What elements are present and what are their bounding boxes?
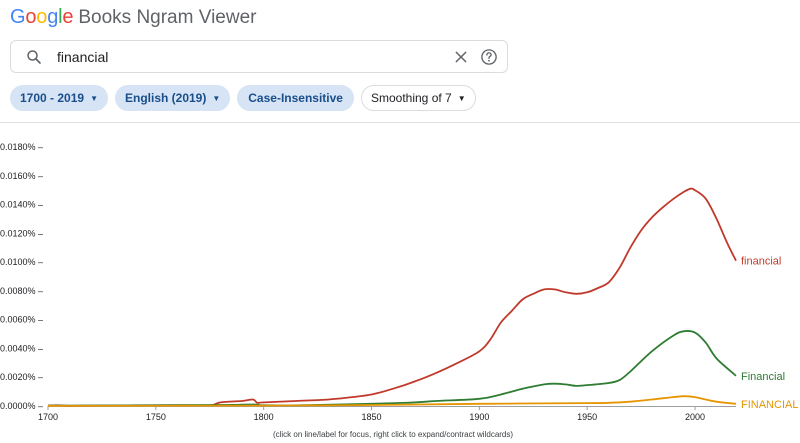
series-labels: financial Financial FINANCIAL xyxy=(741,256,798,411)
logo-letter: o xyxy=(36,6,48,28)
y-tick-label: 0.0140% – xyxy=(0,200,43,210)
series-line-2[interactable] xyxy=(47,395,737,407)
x-tick-label: 1750 xyxy=(146,412,166,422)
caret-down-icon: ▼ xyxy=(212,93,221,103)
ngram-chart: 0.0000% – 0.0020% – 0.0040% – 0.0060% – 0.00… xyxy=(0,142,798,439)
search-icon[interactable] xyxy=(25,48,43,66)
y-tick-label: 0.0040% – xyxy=(0,343,43,353)
logo-letter: o xyxy=(25,6,37,28)
y-tick-label: 0.0120% – xyxy=(0,228,43,238)
help-icon[interactable] xyxy=(480,48,498,66)
caret-down-icon: ▼ xyxy=(457,93,466,103)
divider xyxy=(0,122,800,123)
x-tick-label: 1850 xyxy=(361,412,381,422)
y-tick-label: 0.0160% – xyxy=(0,171,43,181)
search-input[interactable] xyxy=(55,47,439,66)
case-insensitive-toggle[interactable]: Case-Insensitive xyxy=(237,85,354,111)
y-tick-label: 0.0000% – xyxy=(0,401,43,411)
smoothing-label: Smoothing of 7 xyxy=(370,91,452,105)
search-box[interactable] xyxy=(10,40,508,73)
smoothing-dropdown[interactable]: Smoothing of 7 ▼ xyxy=(360,85,476,111)
case-label: Case-Insensitive xyxy=(248,91,343,105)
logo-letter: e xyxy=(62,6,74,28)
y-tick-label: 0.0080% – xyxy=(0,286,43,296)
chart-footnote: (click on line/label for focus, right cl… xyxy=(273,430,513,439)
series-label-2[interactable]: FINANCIAL xyxy=(741,399,798,411)
plot-lines xyxy=(47,187,737,407)
y-tick-label: 0.0060% – xyxy=(0,315,43,325)
series-line-1[interactable] xyxy=(47,330,737,407)
clear-icon[interactable] xyxy=(453,49,469,65)
corpus-label: English (2019) xyxy=(124,91,207,105)
x-tick-label: 1900 xyxy=(469,412,489,422)
app-title: Books Ngram Viewer xyxy=(78,7,257,28)
year-range-label: 1700 - 2019 xyxy=(20,91,85,105)
x-tick-label: 1800 xyxy=(254,412,274,422)
logo-letter: g xyxy=(47,6,59,28)
caret-down-icon: ▼ xyxy=(90,93,98,103)
x-tick-label: 1950 xyxy=(577,412,597,422)
y-tick-label: 0.0020% – xyxy=(0,372,43,382)
filter-chips: 1700 - 2019 ▼ English (2019) ▼ Case-Inse… xyxy=(10,85,476,111)
y-tick-label: 0.0180% – xyxy=(0,142,43,152)
series-line-0[interactable] xyxy=(47,187,737,407)
x-axis: 1700 1750 1800 1850 1900 1950 2000 xyxy=(38,406,736,422)
logo-letter: l xyxy=(58,6,63,28)
series-label-0[interactable]: financial xyxy=(741,256,781,268)
corpus-dropdown[interactable]: English (2019) ▼ xyxy=(114,85,231,111)
google-logo[interactable]: Google xyxy=(10,6,74,29)
x-tick-label: 1700 xyxy=(38,412,58,422)
y-axis: 0.0000% – 0.0020% – 0.0040% – 0.0060% – 0.00… xyxy=(0,142,43,411)
x-tick-label: 2000 xyxy=(685,412,705,422)
logo-letter: G xyxy=(10,6,26,28)
year-range-dropdown[interactable]: 1700 - 2019 ▼ xyxy=(10,85,108,111)
app-header: Google Books Ngram Viewer xyxy=(10,6,256,30)
y-tick-label: 0.0100% – xyxy=(0,257,43,267)
series-label-1[interactable]: Financial xyxy=(741,371,785,383)
